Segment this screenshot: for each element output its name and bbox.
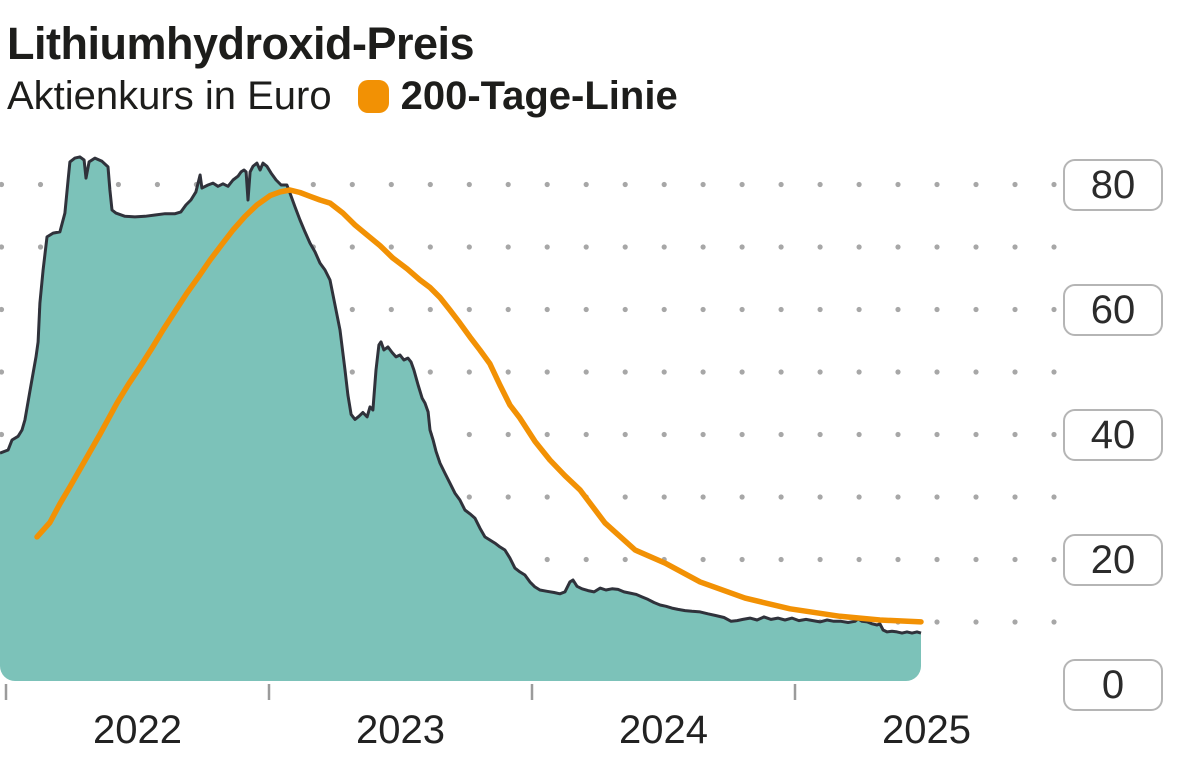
chart-subtitle-row: Aktienkurs in Euro 200-Tage-Linie [7,74,678,118]
x-axis-label-2022: 2022 [93,708,182,752]
ma-200-line [34,187,924,625]
x-axis-label-2023: 2023 [356,708,445,752]
y-axis-label-40: 40 [1063,409,1163,461]
y-axis-label-0: 0 [1063,659,1163,711]
x-axis-ticks [4,684,797,700]
price-line [0,155,922,635]
chart-subtitle: Aktienkurs in Euro [7,73,332,118]
x-axis-label-2025: 2025 [882,708,971,752]
chart-title: Lithiumhydroxid-Preis [7,18,475,69]
legend-label: 200-Tage-Linie [400,73,678,118]
legend-swatch-icon [357,79,389,113]
y-axis-label-20: 20 [1063,534,1163,586]
price-area [0,156,921,681]
y-axis-label-60: 60 [1063,284,1163,336]
x-axis-label-2024: 2024 [619,708,708,752]
y-axis-label-80: 80 [1063,159,1163,211]
